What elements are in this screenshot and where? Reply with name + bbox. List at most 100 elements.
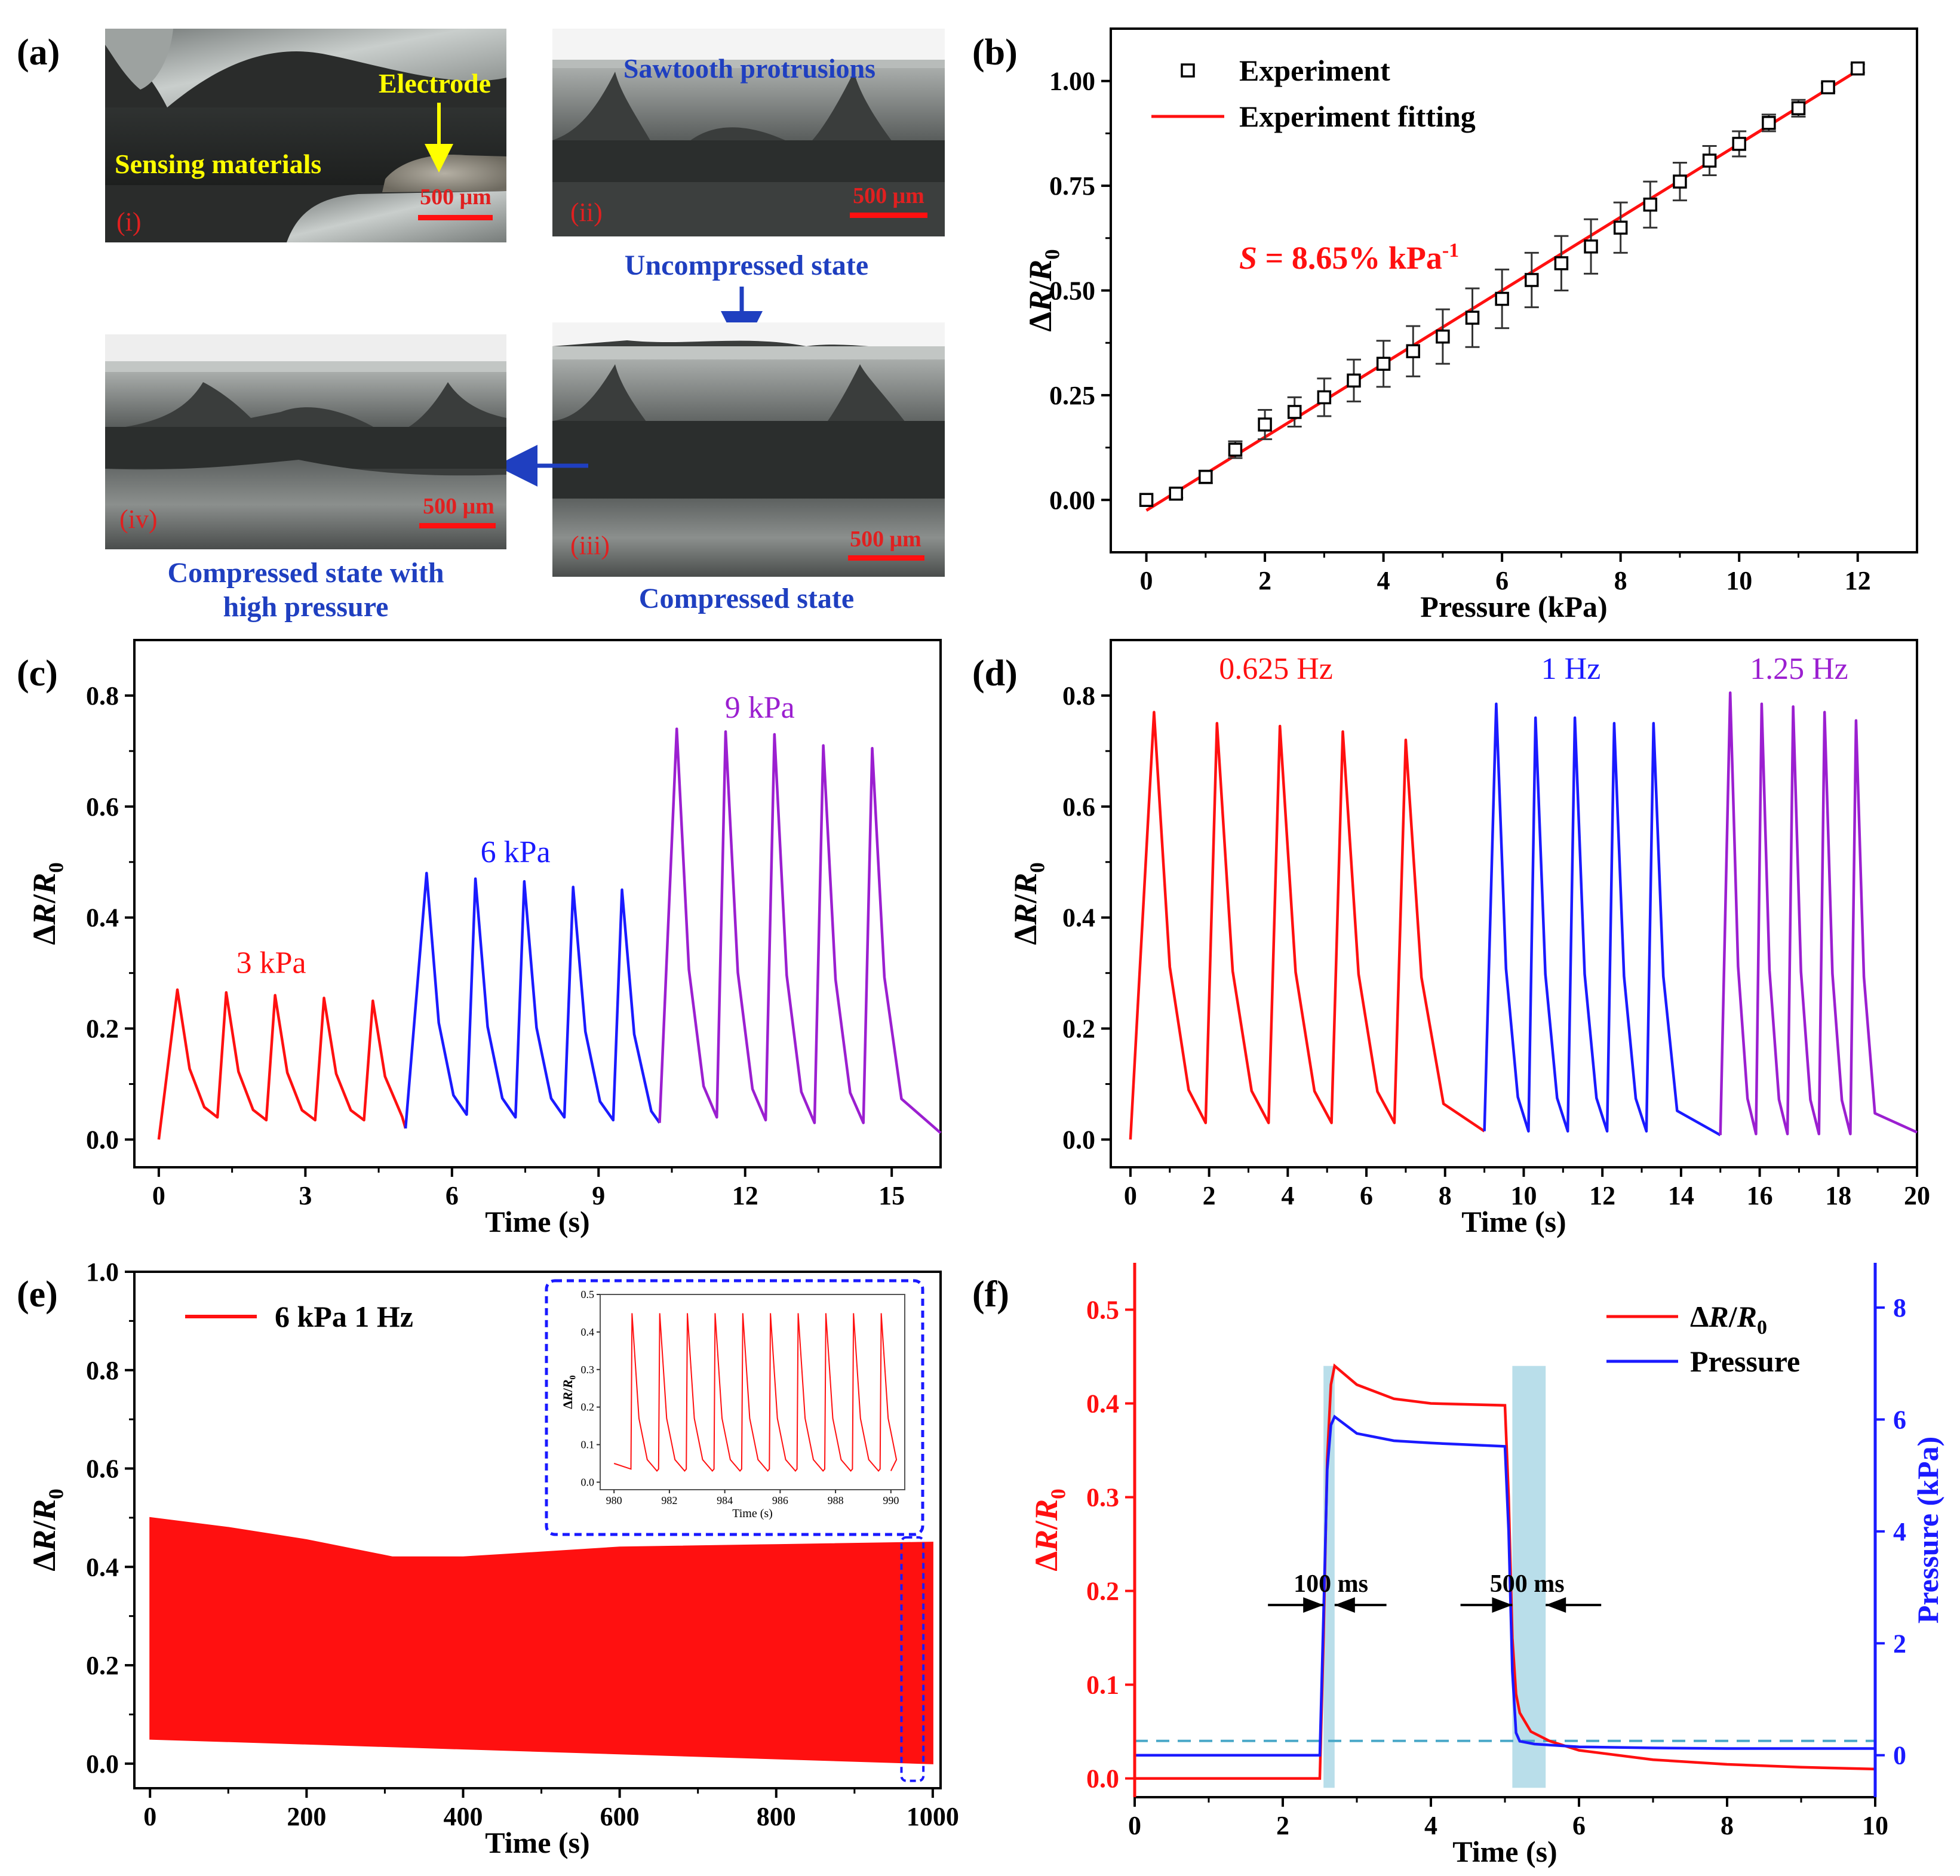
b-data-point bbox=[1791, 101, 1806, 116]
e-xlabel: Time (s) bbox=[485, 1826, 589, 1859]
c-ytick-label: 0.0 bbox=[86, 1125, 119, 1155]
chart-e: 0 200 400 600 800 1000 0.0 0.2 0.4 0.6 0.8 1.0 Time … bbox=[26, 1257, 959, 1859]
panel-label-e: (e) bbox=[17, 1274, 58, 1315]
d-xtick-label: 0 bbox=[1124, 1181, 1137, 1210]
d-series-line-1 bbox=[1483, 702, 1721, 1137]
f-arrow-100ms-left-head bbox=[1303, 1597, 1324, 1613]
e-inset-xtick-label: 984 bbox=[717, 1494, 733, 1506]
d-series-label-1: 1 Hz bbox=[1541, 652, 1601, 686]
d-xtick-label: 4 bbox=[1281, 1181, 1294, 1210]
b-data-point bbox=[1228, 442, 1243, 457]
b-data-point bbox=[1673, 174, 1687, 189]
e-xtick-label: 200 bbox=[287, 1802, 326, 1831]
b-xtick-label: 6 bbox=[1495, 566, 1509, 595]
panel-label-d: (d) bbox=[972, 653, 1018, 694]
e-xtick-label: 1000 bbox=[907, 1802, 959, 1831]
chart-f: 0 2 4 6 8 10 0.0 0.1 0.2 0.3 0.4 0.5 0 2 4 6 8 Time (s) ΔR… bbox=[1028, 1263, 1944, 1868]
f-annotation-100ms: 100 ms bbox=[1294, 1570, 1368, 1598]
b-data-point bbox=[1258, 417, 1272, 432]
b-data-point bbox=[1850, 61, 1865, 76]
b-ytick-label: 0.25 bbox=[1049, 381, 1095, 410]
panel-label-f: (f) bbox=[972, 1274, 1009, 1315]
b-xlabel: Pressure (kPa) bbox=[1420, 590, 1607, 623]
d-series-label-2: 1.25 Hz bbox=[1750, 652, 1848, 686]
f-xlabel: Time (s) bbox=[1452, 1835, 1557, 1868]
b-legend-experiment: Experiment bbox=[1239, 54, 1390, 87]
micrograph-ii: Sawtooth protrusions (ii) 500 μm bbox=[552, 29, 945, 236]
f-y2tick-label: 2 bbox=[1893, 1629, 1906, 1658]
c-xtick-label: 6 bbox=[446, 1181, 459, 1210]
scale-bar-ii bbox=[850, 213, 927, 218]
e-inset-ytick-label: 0.5 bbox=[581, 1288, 595, 1300]
b-ylabel: ΔR/R0 bbox=[1022, 249, 1064, 331]
e-xtick-label: 600 bbox=[600, 1802, 640, 1831]
c-ytick-label: 0.2 bbox=[86, 1014, 119, 1044]
b-data-point bbox=[1762, 116, 1776, 130]
d-xtick-label: 20 bbox=[1904, 1181, 1930, 1210]
c-xtick-label: 3 bbox=[299, 1181, 312, 1210]
f-xtick-label: 2 bbox=[1276, 1811, 1289, 1840]
d-series-line-0 bbox=[1129, 711, 1485, 1140]
chart-d: 0 2 4 6 8 10 12 14 16 18 20 0.0 0.2 0.4 0.6 0.8 Time (s)… bbox=[1007, 639, 1930, 1238]
c-xtick-label: 12 bbox=[732, 1181, 758, 1210]
c-series-label-0: 3 kPa bbox=[236, 946, 306, 980]
b-data-point bbox=[1732, 137, 1746, 151]
f-y2tick-label: 6 bbox=[1893, 1405, 1906, 1434]
b-ytick-label: 1.00 bbox=[1049, 67, 1095, 96]
f-xtick-label: 4 bbox=[1424, 1811, 1437, 1840]
d-xtick-label: 16 bbox=[1747, 1181, 1773, 1210]
d-xlabel: Time (s) bbox=[1461, 1205, 1566, 1238]
f-y2label: Pressure (kPa) bbox=[1911, 1437, 1944, 1623]
roman-i: (i) bbox=[116, 207, 142, 236]
c-ytick-label: 0.4 bbox=[86, 903, 119, 933]
b-data-point bbox=[1495, 291, 1509, 306]
b-data-point bbox=[1406, 344, 1420, 358]
f-xtick-label: 6 bbox=[1572, 1811, 1586, 1840]
e-inset-line bbox=[613, 1313, 898, 1472]
label-sawtooth: Sawtooth protrusions bbox=[623, 53, 875, 84]
b-data-point bbox=[1376, 356, 1391, 371]
micrograph-iv: (iv) 500 μm bbox=[105, 334, 506, 549]
b-data-point bbox=[1347, 373, 1361, 388]
e-inset-ytick-label: 0.3 bbox=[581, 1364, 595, 1376]
e-inset-ylabel: ΔR/R0 bbox=[560, 1375, 578, 1408]
f-arrow-100ms-right-head bbox=[1334, 1597, 1355, 1613]
c-ytick-label: 0.6 bbox=[86, 792, 119, 822]
b-data-point bbox=[1465, 310, 1480, 325]
c-series-label-1: 6 kPa bbox=[481, 835, 551, 869]
e-inset-xtick-label: 982 bbox=[661, 1494, 677, 1506]
f-ytick-label: 0.3 bbox=[1086, 1483, 1119, 1512]
scale-label-ii: 500 μm bbox=[853, 183, 924, 208]
roman-iv: (iv) bbox=[119, 505, 158, 534]
d-xtick-label: 12 bbox=[1589, 1181, 1615, 1210]
label-high-pressure-2: high pressure bbox=[223, 591, 389, 623]
e-ytick-label: 0.4 bbox=[86, 1552, 119, 1582]
d-xtick-label: 14 bbox=[1668, 1181, 1694, 1210]
d-ytick-label: 0.8 bbox=[1062, 681, 1095, 711]
d-xtick-label: 10 bbox=[1510, 1181, 1537, 1210]
b-sensitivity-annotation: S = 8.65% kPa-1 bbox=[1239, 239, 1459, 276]
e-xtick-label: 400 bbox=[443, 1802, 483, 1831]
e-inset-xtick-label: 988 bbox=[828, 1494, 844, 1506]
f-legend-resistance: ΔR/R0 bbox=[1690, 1300, 1767, 1339]
scale-label-iv: 500 μm bbox=[423, 494, 494, 519]
e-area-band bbox=[149, 1517, 933, 1764]
b-data-point bbox=[1287, 405, 1302, 419]
f-annotation-500ms: 500 ms bbox=[1490, 1570, 1565, 1598]
b-data-point bbox=[1821, 80, 1835, 94]
panel-label-b: (b) bbox=[972, 32, 1018, 73]
d-xtick-label: 2 bbox=[1203, 1181, 1216, 1210]
d-ytick-label: 0.2 bbox=[1062, 1014, 1095, 1044]
e-zoom-box bbox=[900, 1536, 925, 1782]
label-sensing-materials: Sensing materials bbox=[115, 149, 321, 179]
f-y2tick-label: 0 bbox=[1893, 1741, 1906, 1770]
b-data-point bbox=[1169, 487, 1183, 501]
b-data-point bbox=[1525, 273, 1539, 287]
c-ytick-label: 0.8 bbox=[86, 681, 119, 711]
scale-label-i: 500 μm bbox=[420, 184, 491, 210]
f-xtick-label: 10 bbox=[1862, 1811, 1888, 1840]
b-data-point bbox=[1554, 256, 1569, 270]
e-ytick-label: 0.0 bbox=[86, 1749, 119, 1779]
e-ytick-label: 0.8 bbox=[86, 1356, 119, 1385]
e-inset-ytick-label: 0.1 bbox=[581, 1439, 595, 1451]
